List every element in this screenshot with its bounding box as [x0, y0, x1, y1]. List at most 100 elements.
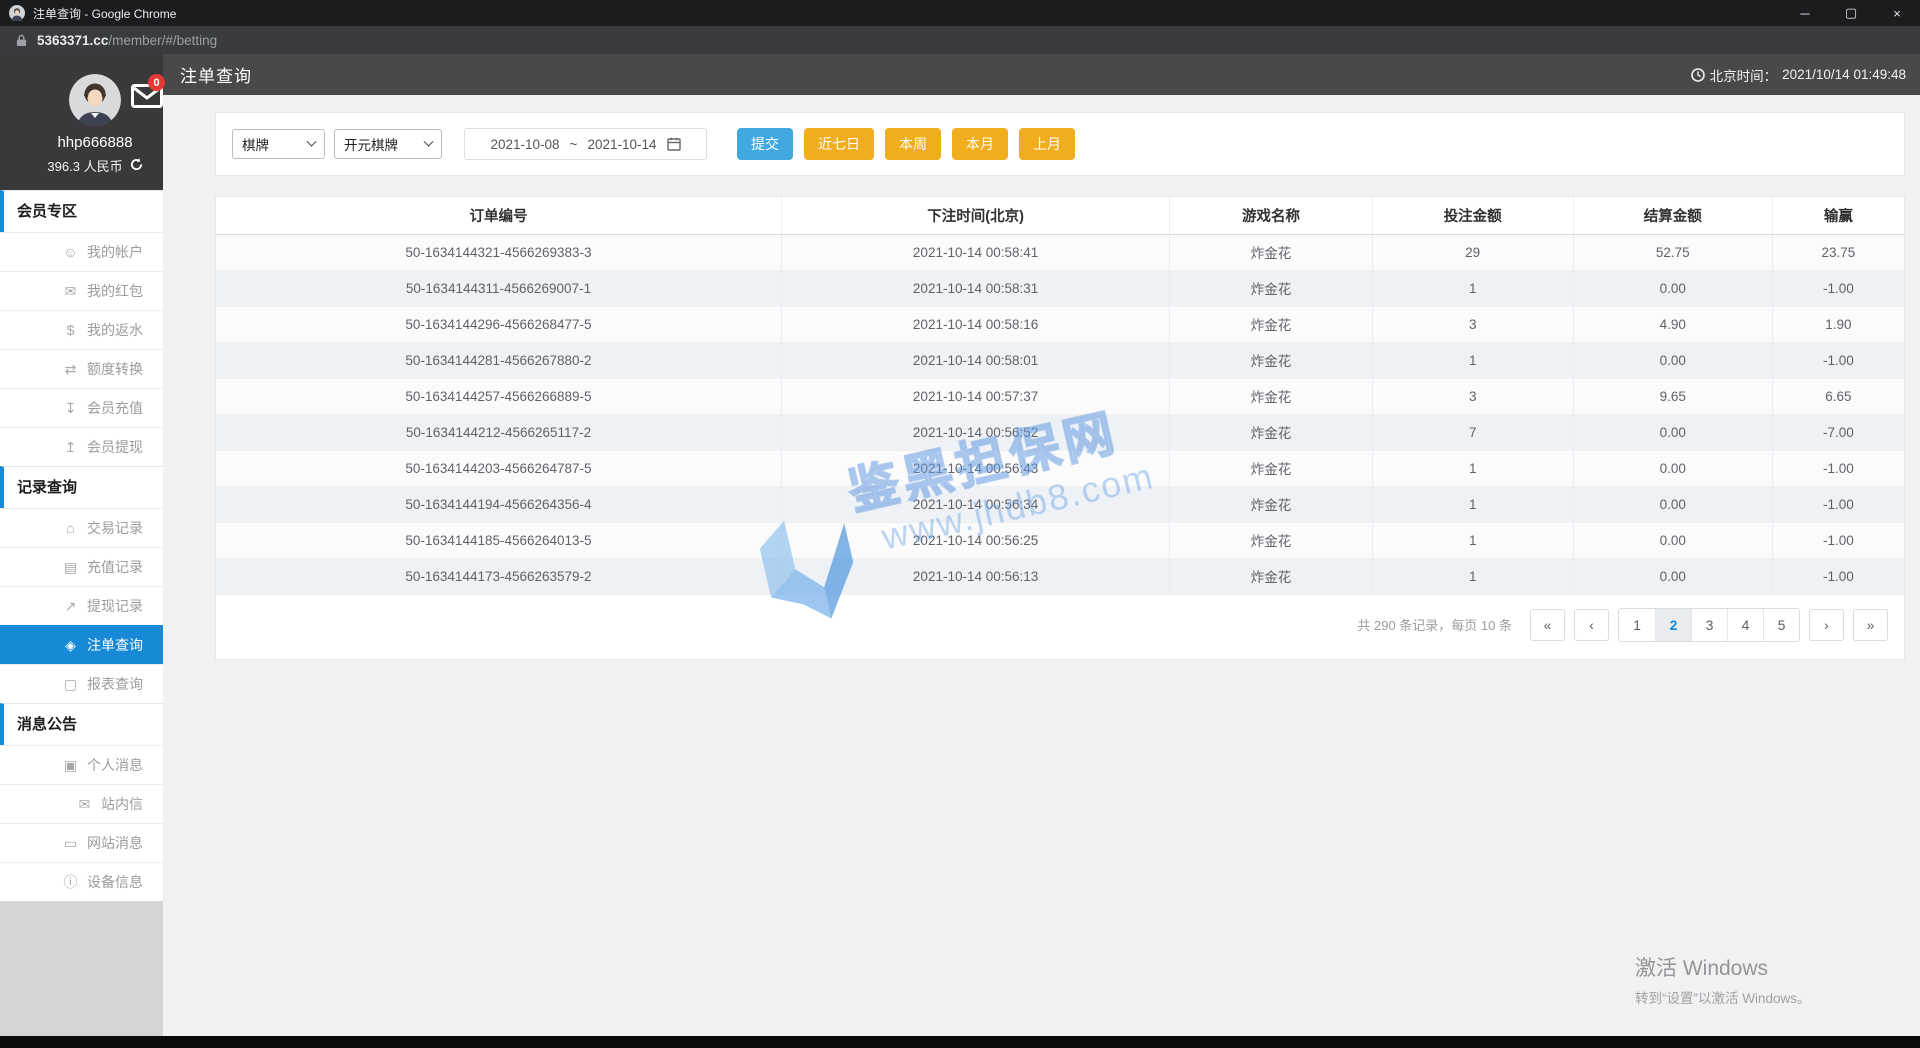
- table-row[interactable]: 50-1634144257-4566266889-5 2021-10-14 00:…: [216, 378, 1904, 415]
- next-page-button[interactable]: ›: [1809, 608, 1844, 641]
- order-id-cell: 50-1634144212-4566265117-2: [216, 414, 782, 451]
- submit-button[interactable]: 提交: [737, 128, 793, 160]
- page-header: 注单查询 北京时间： 2021/10/14 01:49:48: [163, 54, 1920, 95]
- sidebar-item-rebate[interactable]: $ 我的返水: [0, 310, 163, 349]
- sidebar-item-transaction-record[interactable]: ⌂ 交易记录: [0, 508, 163, 547]
- date-range-input[interactable]: 2021-10-08 ~ 2021-10-14: [464, 128, 707, 160]
- sidebar-item-account[interactable]: ☺ 我的帐户: [0, 232, 163, 271]
- game-name-cell: 炸金花: [1169, 522, 1373, 559]
- sidebar-item-personal-message[interactable]: ▣ 个人消息: [0, 745, 163, 784]
- bet-time-cell: 2021-10-14 00:58:16: [781, 306, 1171, 343]
- minimize-button[interactable]: ─: [1800, 5, 1810, 21]
- sidebar-item-report-query[interactable]: ▢ 报表查询: [0, 664, 163, 703]
- order-id-cell: 50-1634144185-4566264013-5: [216, 522, 782, 559]
- site-favicon-icon: [9, 5, 25, 21]
- prev-page-button[interactable]: ‹: [1574, 608, 1609, 641]
- time-label: 北京时间：: [1709, 68, 1778, 84]
- bet-amount-cell: 1: [1372, 342, 1574, 379]
- table-row[interactable]: 50-1634144296-4566268477-5 2021-10-14 00:…: [216, 306, 1904, 343]
- sidebar-item-label: 我的返水: [87, 322, 143, 338]
- window-controls: ─ ▢ ×: [1782, 0, 1920, 26]
- category-select[interactable]: 棋牌: [232, 129, 325, 159]
- browser-address-bar[interactable]: 5363371.cc /member/#/betting: [0, 26, 1920, 54]
- activation-title: 激活 Windows: [1635, 957, 1769, 980]
- site-message-icon: ▭: [63, 834, 78, 851]
- order-id-cell: 50-1634144296-4566268477-5: [216, 306, 782, 343]
- sidebar-section-header: 消息公告: [0, 703, 163, 745]
- close-button[interactable]: ×: [1893, 5, 1901, 21]
- table-row[interactable]: 50-1634144281-4566267880-2 2021-10-14 00:…: [216, 342, 1904, 379]
- quick-range-button[interactable]: 本月: [952, 128, 1008, 160]
- win-loss-cell: 23.75: [1772, 234, 1904, 271]
- user-avatar[interactable]: [69, 74, 121, 126]
- sidebar-item-withdraw[interactable]: ↥ 会员提现: [0, 427, 163, 466]
- refresh-icon[interactable]: [130, 157, 143, 174]
- sidebar-item-deposit[interactable]: ↧ 会员充值: [0, 388, 163, 427]
- sidebar-item-site-mail[interactable]: ✉ 站内信: [0, 784, 163, 823]
- page-button[interactable]: 5: [1763, 608, 1799, 641]
- sidebar-item-transfer[interactable]: ⇄ 额度转换: [0, 349, 163, 388]
- sidebar-item-label: 设备信息: [87, 874, 143, 890]
- sidebar-item-label: 报表查询: [87, 676, 143, 692]
- quick-range-button[interactable]: 上月: [1019, 128, 1075, 160]
- order-id-cell: 50-1634144321-4566269383-3: [216, 234, 782, 271]
- quick-range-button[interactable]: 近七日: [804, 128, 874, 160]
- sidebar-item-red-packet[interactable]: ✉ 我的红包: [0, 271, 163, 310]
- bet-time-cell: 2021-10-14 00:56:52: [781, 414, 1171, 451]
- browser-titlebar: 注单查询 - Google Chrome ─ ▢ ×: [0, 0, 1920, 26]
- windows-taskbar: [0, 1036, 1920, 1048]
- first-page-button[interactable]: «: [1530, 608, 1565, 641]
- table-row[interactable]: 50-1634144311-4566269007-1 2021-10-14 00:…: [216, 270, 1904, 307]
- sidebar-section-header: 会员专区: [0, 190, 163, 232]
- sidebar-item-label: 网站消息: [87, 835, 143, 851]
- mail-icon[interactable]: [131, 84, 163, 108]
- sidebar-item-label: 额度转换: [87, 361, 143, 377]
- user-panel: 0 hhp666888 396.3 人民币: [0, 54, 165, 190]
- page-button[interactable]: 2: [1655, 608, 1691, 641]
- account-icon: ☺: [63, 244, 78, 260]
- table-row[interactable]: 50-1634144185-4566264013-5 2021-10-14 00:…: [216, 522, 1904, 559]
- table-row[interactable]: 50-1634144194-4566264356-4 2021-10-14 00:…: [216, 486, 1904, 523]
- balance-value: 396.3 人民币: [47, 159, 123, 174]
- settle-amount-cell: 0.00: [1573, 522, 1773, 559]
- game-name-cell: 炸金花: [1169, 234, 1373, 271]
- withdraw-record-icon: ↗: [64, 597, 77, 614]
- sidebar-item-label: 充值记录: [87, 559, 143, 575]
- last-page-button[interactable]: »: [1853, 608, 1888, 641]
- table-row[interactable]: 50-1634144173-4566263579-2 2021-10-14 00:…: [216, 558, 1904, 595]
- sidebar-item-site-message[interactable]: ▭ 网站消息: [0, 823, 163, 862]
- table-row[interactable]: 50-1634144212-4566265117-2 2021-10-14 00:…: [216, 414, 1904, 451]
- user-name: hhp666888: [57, 134, 133, 151]
- personal-message-icon: ▣: [63, 756, 78, 773]
- order-id-cell: 50-1634144203-4566264787-5: [216, 450, 782, 487]
- sidebar-item-deposit-record[interactable]: ▤ 充值记录: [0, 547, 163, 586]
- column-header-bet-time: 下注时间(北京): [781, 197, 1171, 235]
- win-loss-cell: -1.00: [1772, 486, 1904, 523]
- page-button[interactable]: 3: [1691, 608, 1727, 641]
- column-header-bet-amount: 投注金额: [1372, 197, 1574, 235]
- platform-select-value: 开元棋牌: [344, 138, 398, 153]
- sidebar-item-bet-query[interactable]: ◈ 注单查询: [0, 625, 163, 664]
- page-button[interactable]: 4: [1727, 608, 1763, 641]
- order-id-cell: 50-1634144194-4566264356-4: [216, 486, 782, 523]
- page-button[interactable]: 1: [1619, 608, 1655, 641]
- maximize-button[interactable]: ▢: [1844, 5, 1858, 20]
- withdraw-icon: ↥: [64, 438, 77, 455]
- bet-time-cell: 2021-10-14 00:58:41: [781, 234, 1171, 271]
- bet-amount-cell: 1: [1372, 558, 1574, 595]
- column-header-game-name: 游戏名称: [1169, 197, 1373, 235]
- table-row[interactable]: 50-1634144321-4566269383-3 2021-10-14 00:…: [216, 234, 1904, 271]
- game-name-cell: 炸金花: [1169, 486, 1373, 523]
- url-path: /member/#/betting: [108, 32, 218, 48]
- order-id-cell: 50-1634144281-4566267880-2: [216, 342, 782, 379]
- table-row[interactable]: 50-1634144203-4566264787-5 2021-10-14 00:…: [216, 450, 1904, 487]
- sidebar-item-device-info[interactable]: ⓘ 设备信息: [0, 862, 163, 901]
- platform-select[interactable]: 开元棋牌: [334, 129, 442, 159]
- settle-amount-cell: 0.00: [1573, 558, 1773, 595]
- url-domain: 5363371.cc: [37, 32, 109, 48]
- sidebar-item-withdraw-record[interactable]: ↗ 提现记录: [0, 586, 163, 625]
- quick-range-button[interactable]: 本周: [885, 128, 941, 160]
- game-name-cell: 炸金花: [1169, 414, 1373, 451]
- bet-time-cell: 2021-10-14 00:56:25: [781, 522, 1171, 559]
